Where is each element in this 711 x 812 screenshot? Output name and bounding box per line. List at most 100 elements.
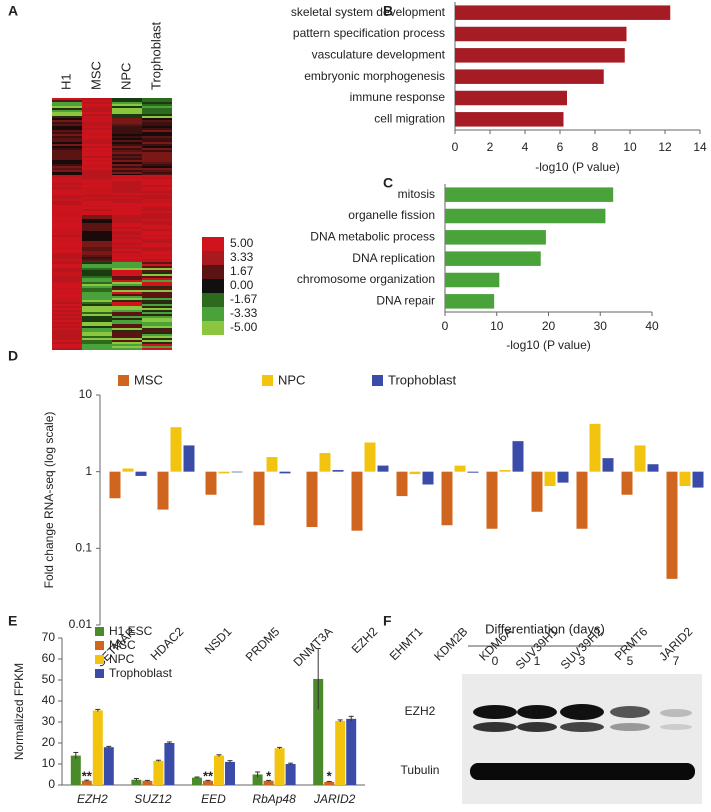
heatmap-cell [142, 316, 172, 318]
heatmap-cell [112, 324, 142, 326]
heatmap-cell [52, 231, 82, 233]
heatmap-cell [82, 140, 112, 142]
heatmap-cell [82, 292, 112, 294]
colorbar-label: 5.00 [230, 236, 254, 250]
heatmap-cell [142, 290, 172, 292]
colorbar-label: -3.33 [230, 306, 258, 320]
bar [621, 471, 633, 495]
column-label: MSC [88, 61, 103, 90]
heatmap-cell [52, 326, 82, 328]
heatmap-cell [82, 346, 112, 348]
colorbar-swatch [202, 321, 224, 335]
heatmap-cell [142, 177, 172, 179]
heatmap-cell [142, 219, 172, 221]
heatmap-cell [142, 253, 172, 255]
heatmap-cell [82, 320, 112, 322]
heatmap-cell [82, 197, 112, 199]
band [517, 705, 557, 719]
heatmap-cell [142, 142, 172, 144]
heatmap-cell [112, 104, 142, 106]
heatmap-cell [52, 308, 82, 310]
heatmap-cell [82, 302, 112, 304]
heatmap-cell [52, 191, 82, 193]
legend-label: NPC [278, 372, 305, 387]
heatmap-cell [112, 122, 142, 124]
heatmap-cell [112, 316, 142, 318]
heatmap-cell [112, 225, 142, 227]
bar [183, 445, 195, 472]
heatmap-cell [142, 116, 172, 118]
heatmap-cell [112, 304, 142, 306]
heatmap-cell [112, 160, 142, 162]
heatmap-cell [52, 259, 82, 261]
heatmap-cell [142, 251, 172, 253]
panel-label: F [383, 613, 392, 629]
heatmap-cell [142, 134, 172, 136]
heatmap-cell [52, 257, 82, 259]
heatmap-cell [82, 215, 112, 217]
heatmap-cell [52, 274, 82, 276]
heatmap-cell [142, 108, 172, 110]
x-tick-label: 4 [522, 140, 529, 154]
bar [335, 720, 346, 785]
x-tick-label: 14 [693, 140, 707, 154]
heatmap-cell [82, 104, 112, 106]
heatmap-cell [52, 114, 82, 116]
heatmap-cell [142, 340, 172, 342]
column-label: Trophoblast [148, 21, 163, 90]
bar [602, 458, 614, 472]
heatmap-cell [142, 181, 172, 183]
heatmap-cell [82, 199, 112, 201]
column-label: H1 [58, 73, 73, 90]
heatmap-cell [142, 262, 172, 264]
bar [285, 764, 296, 785]
bar [109, 471, 121, 499]
heatmap-cell [82, 172, 112, 174]
bar [455, 48, 625, 63]
heatmap-cell [82, 211, 112, 213]
heatmap-cell [112, 209, 142, 211]
heatmap-cell [52, 306, 82, 308]
heatmap-cell [52, 253, 82, 255]
heatmap-cell [52, 197, 82, 199]
heatmap-cell [112, 255, 142, 257]
heatmap-cell [112, 251, 142, 253]
heatmap-cell [52, 170, 82, 172]
heatmap-cell [52, 302, 82, 304]
heatmap-cell [142, 278, 172, 280]
heatmap-cell [142, 268, 172, 270]
heatmap-cell [82, 221, 112, 223]
heatmap-cell [142, 276, 172, 278]
heatmap-cell [82, 259, 112, 261]
heatmap-cell [142, 203, 172, 205]
lane-label: 1 [534, 654, 541, 668]
band [610, 706, 650, 718]
heatmap-cell [82, 264, 112, 266]
heatmap-cell [142, 154, 172, 156]
heatmap-cell [82, 262, 112, 264]
heatmap-cell [112, 154, 142, 156]
row-label: Tubulin [401, 763, 440, 777]
heatmap-cell [52, 227, 82, 229]
heatmap-cell [112, 183, 142, 185]
bar [252, 774, 263, 785]
heatmap-cell [52, 262, 82, 264]
heatmap-cell [142, 255, 172, 257]
lane-label: 0 [492, 654, 499, 668]
heatmap-cell [82, 170, 112, 172]
heatmap-cell [112, 294, 142, 296]
heatmap-cell [82, 179, 112, 181]
bar [455, 69, 604, 84]
heatmap-cell [52, 150, 82, 152]
heatmap-cell [52, 166, 82, 168]
panel-label: A [8, 3, 18, 19]
x-tick-label: 2 [487, 140, 494, 154]
heatmap-cell [52, 158, 82, 160]
heatmap-cell [112, 114, 142, 116]
heatmap-cell [82, 268, 112, 270]
heatmap-cell [112, 158, 142, 160]
heatmap-cell [52, 219, 82, 221]
heatmap-cell [52, 179, 82, 181]
heatmap-cell [112, 124, 142, 126]
heatmap-cell [82, 168, 112, 170]
